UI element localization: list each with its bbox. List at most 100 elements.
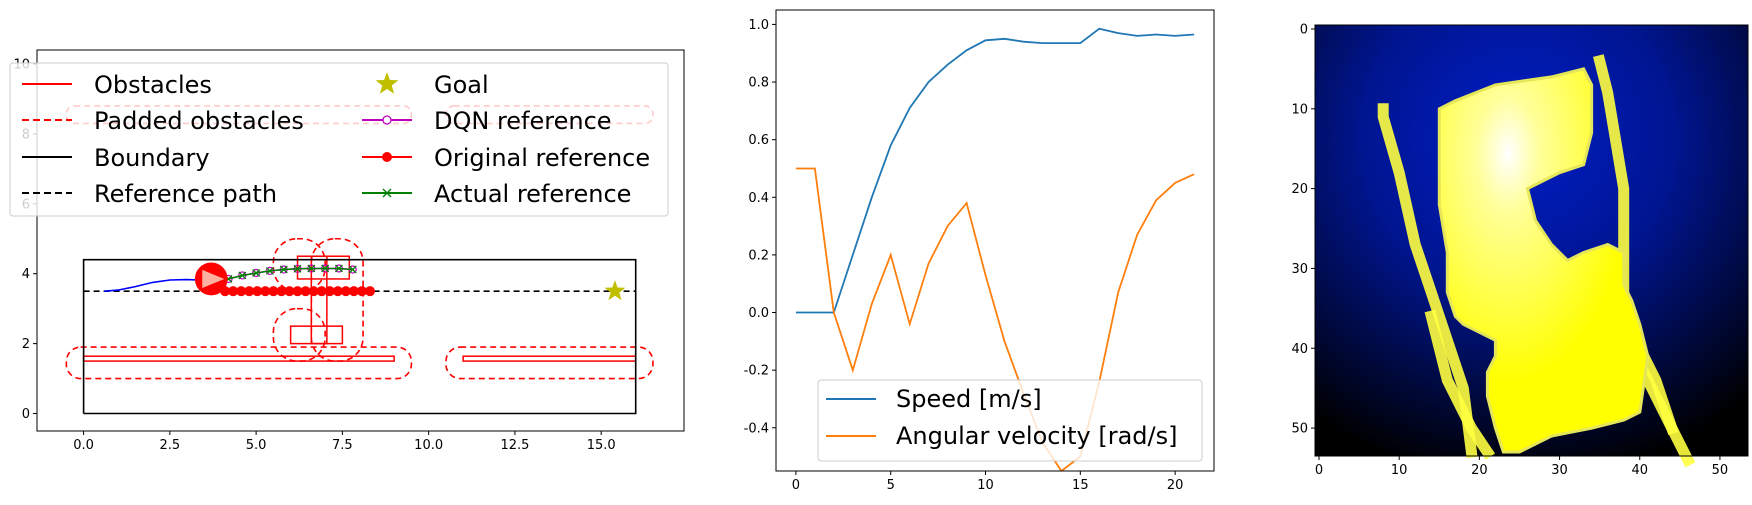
map-legend-label: DQN reference <box>434 107 612 135</box>
velocity-ytick-label: 0.8 <box>748 76 769 91</box>
velocity-plot-area <box>795 27 1195 471</box>
occupancy-image-panel: 0 10 20 30 40 50 0 10 20 30 40 50 <box>1291 22 1749 478</box>
original-reference-point <box>252 286 263 297</box>
map-legend-box <box>9 62 669 217</box>
map-ytick-label: 2 <box>22 337 30 352</box>
occupancy-image <box>1315 25 1748 468</box>
map-legend: Obstacles Padded obstacles Boundary Referen… <box>9 62 669 217</box>
original-reference-point <box>284 286 295 297</box>
original-reference-point <box>356 286 367 297</box>
image-xtick-label: 10 <box>1391 463 1408 478</box>
image-ytick-label: 50 <box>1291 422 1308 437</box>
image-xtick-label: 20 <box>1471 463 1488 478</box>
padded-obstacle <box>65 346 413 380</box>
map-panel: 0.02.55.07.510.012.515.00246810 Obstacle… <box>9 49 685 453</box>
original-reference-point <box>300 286 311 297</box>
original-reference-point <box>316 286 327 297</box>
velocity-legend-box <box>817 379 1203 462</box>
robot-heading <box>202 269 225 288</box>
original-reference-point <box>348 286 359 297</box>
original-reference-point <box>340 286 351 297</box>
velocity-xtick-label: 0 <box>792 478 800 493</box>
actual-reference-point <box>279 265 288 274</box>
map-legend-label: Actual reference <box>434 180 631 208</box>
map-ytick-label: 4 <box>22 267 30 282</box>
obstacle <box>289 325 344 345</box>
actual-reference-point <box>348 265 357 274</box>
actual-reference-point <box>265 266 274 275</box>
legend-handle-dqn-marker <box>382 115 392 125</box>
original-reference-point <box>364 286 375 297</box>
image-ytick-label: 30 <box>1291 262 1308 277</box>
original-reference-point <box>308 286 319 297</box>
legend-handle-original-marker <box>382 152 392 162</box>
trajectory-line <box>104 278 198 292</box>
image-ytick-label: 20 <box>1291 182 1308 197</box>
image-free-space <box>1437 67 1650 454</box>
velocity-ytick-label: 0.6 <box>748 133 769 148</box>
velocity-ytick-label: -0.2 <box>744 364 769 379</box>
image-xtick-label: 50 <box>1712 463 1729 478</box>
map-legend-label: Goal <box>434 71 489 99</box>
actual-reference-line <box>228 267 353 280</box>
actual-reference-point <box>334 264 343 273</box>
map-xtick-label: 2.5 <box>160 438 181 453</box>
velocity-ticks: 0 5 10 15 20 -0.4 -0.2 0.0 0.2 0.4 0.6 0.8 1.0 <box>744 18 1184 493</box>
image-xtick-label: 40 <box>1631 463 1648 478</box>
map-legend-label: Reference path <box>94 180 277 208</box>
velocity-ytick-label: 0.4 <box>748 191 769 206</box>
padded-obstacle <box>272 237 326 292</box>
map-legend-label: Obstacles <box>94 71 212 99</box>
original-reference-point <box>332 286 343 297</box>
series-line-speed <box>795 27 1195 314</box>
legend-handle-goal <box>375 72 399 94</box>
series-line-angular-velocity <box>795 167 1195 471</box>
original-reference-point <box>292 286 303 297</box>
map-ytick-label: 0 <box>22 407 30 422</box>
padded-obstacle <box>310 237 364 362</box>
obstacle <box>310 255 328 345</box>
image-xtick-label: 30 <box>1551 463 1568 478</box>
velocity-ytick-label: 0.2 <box>748 248 769 263</box>
map-axes-frame <box>36 49 685 432</box>
original-reference-point <box>260 286 271 297</box>
velocity-ytick-label: 0.0 <box>748 306 769 321</box>
velocity-xtick-label: 15 <box>1072 478 1089 493</box>
obstacle <box>82 355 395 362</box>
velocity-ytick-label: -0.4 <box>744 421 769 436</box>
image-ticks: 0 10 20 30 40 50 0 10 20 30 40 50 <box>1291 22 1728 478</box>
velocity-xtick-label: 20 <box>1167 478 1184 493</box>
velocity-axes-frame <box>775 9 1215 472</box>
velocity-legend-label: Angular velocity [rad/s] <box>896 422 1178 450</box>
original-reference-point <box>236 286 247 297</box>
map-xtick-label: 0.0 <box>73 438 94 453</box>
actual-reference-point <box>252 269 261 277</box>
map-legend-label: Padded obstacles <box>94 107 304 135</box>
image-xtick-label: 0 <box>1315 463 1323 478</box>
original-reference-point <box>276 286 287 297</box>
image-rail <box>1424 309 1496 460</box>
velocity-xtick-label: 5 <box>887 478 895 493</box>
goal-marker <box>604 280 626 301</box>
boundary-line <box>82 258 637 415</box>
image-ytick-label: 10 <box>1291 102 1308 117</box>
padded-obstacle <box>272 307 326 362</box>
actual-reference-point <box>321 264 330 273</box>
legend-handle-actual-marker <box>382 188 392 198</box>
map-xtick-label: 7.5 <box>332 438 353 453</box>
map-legend-label: Boundary <box>94 144 210 172</box>
actual-reference-point <box>238 271 247 280</box>
original-reference-point <box>324 286 335 297</box>
original-reference-point <box>268 286 279 297</box>
original-reference-point <box>244 286 255 297</box>
velocity-legend: Speed [m/s] Angular velocity [rad/s] <box>817 379 1203 462</box>
velocity-legend-label: Speed [m/s] <box>896 385 1042 413</box>
map-xtick-label: 15.0 <box>587 438 616 453</box>
obstacle <box>462 355 637 362</box>
map-xtick-label: 10.0 <box>414 438 443 453</box>
image-ytick-label: 40 <box>1291 342 1308 357</box>
dqn-reference-line <box>228 267 353 280</box>
image-axes-frame <box>1314 24 1749 457</box>
map-xtick-label: 12.5 <box>500 438 529 453</box>
